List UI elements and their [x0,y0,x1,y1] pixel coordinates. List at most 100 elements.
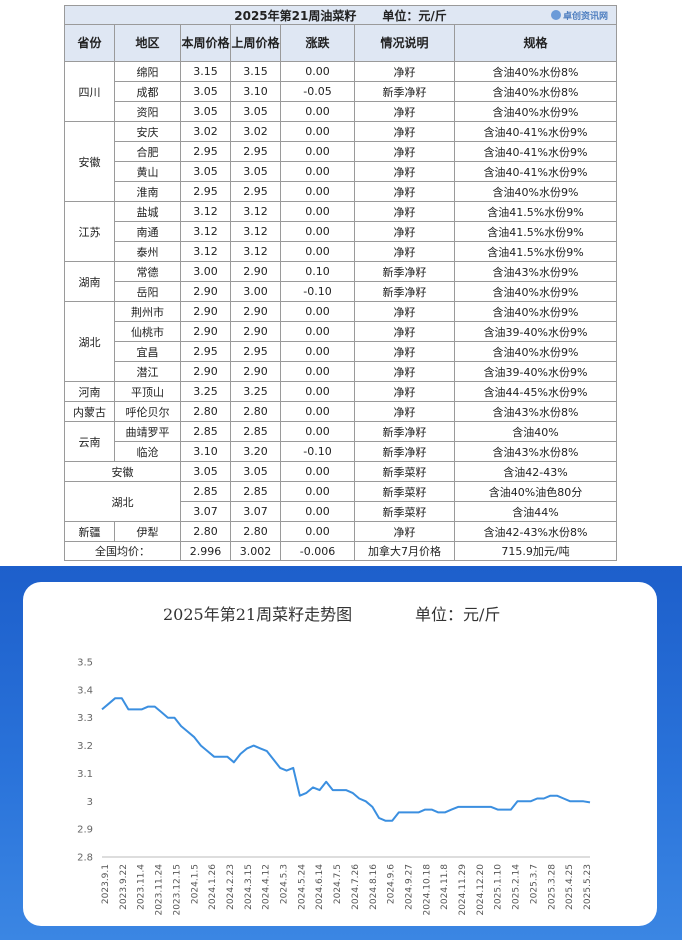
series-layer [101,697,591,822]
table-row: 仙桃市 2.90 2.90 0.00 净籽 含油39-40%水份9% [65,321,617,342]
cell-this-week: 2.85 [180,481,231,502]
table-row: 云南 曲靖罗平 2.85 2.85 0.00 新季净籽 含油40% [64,421,617,462]
series-line [101,697,591,822]
cell-this-week: 2.90 [180,301,231,322]
cell-this-week: 3.02 [180,121,231,142]
cell-note: 新季净籽 [354,281,455,302]
cell-region: 盐城 [114,201,181,222]
cell-this-week: 2.95 [180,341,231,362]
x-tick-label: 2024.11.29 [458,864,468,916]
cell-note: 净籽 [354,121,455,142]
x-tick-label: 2024.2.23 [226,864,236,910]
cell-last-week: 3.05 [230,461,281,482]
cell-spec: 含油40-41%水份9% [454,121,617,142]
cell-last-week: 2.95 [230,141,281,162]
cell-last-week: 3.15 [230,61,281,82]
cell-region: 安庆 [114,121,181,142]
cell-change: 0.00 [280,181,355,202]
cell-change: -0.10 [280,441,355,462]
x-tick-label: 2024.4.12 [262,864,272,910]
y-tick-label: 3.4 [77,685,93,696]
cell-region: 仙桃市 [114,321,181,342]
cell-average-this-week: 2.996 [180,541,231,561]
x-tick-label: 2024.9.27 [404,864,414,910]
cell-note: 净籽 [354,241,455,262]
cell-change: -0.10 [280,281,355,302]
cell-province: 云南 [64,421,115,462]
x-tick-label: 2024.5.3 [280,864,290,904]
cell-spec: 含油44% [454,501,617,522]
x-tick-label: 2024.8.16 [369,864,379,910]
cell-this-week: 3.15 [180,61,231,82]
cell-last-week: 2.95 [230,181,281,202]
cell-spec: 含油43%水份8% [454,401,617,422]
cell-note: 新季菜籽 [354,501,455,522]
cell-last-week: 3.10 [230,81,281,102]
x-tick-label: 2024.7.5 [333,864,343,904]
cell-last-week: 2.90 [230,261,281,282]
cell-this-week: 2.85 [180,421,231,442]
table-row: 3.07 3.07 0.00 新季菜籽 含油44% [65,501,617,522]
cell-spec: 含油40%水份9% [454,281,617,302]
chart-title: 2025年第21周菜籽走势图 [163,605,352,624]
cell-change: 0.00 [280,481,355,502]
cell-this-week: 2.90 [180,361,231,382]
cell-this-week: 2.80 [180,521,231,542]
cell-last-week: 3.05 [230,161,281,182]
cell-this-week: 3.00 [180,261,231,282]
cell-spec: 含油40%水份9% [454,341,617,362]
chart-background: 2025年第21周菜籽走势图 单位：元/斤 2.8 2.9 3 3.1 3.2 3.3 3.… [0,566,682,940]
table-title: 2025年第21周油菜籽 [234,8,357,23]
cell-spec: 含油42-43% [454,461,617,482]
cell-region: 合肥 [114,141,181,162]
x-tick-label: 2025.2.14 [512,864,522,910]
x-tick-label: 2024.9.6 [387,864,397,904]
cell-this-week: 3.25 [180,381,231,402]
chart-card: 2025年第21周菜籽走势图 单位：元/斤 2.8 2.9 3 3.1 3.2 3.3 3.… [23,582,657,926]
cell-region: 黄山 [114,161,181,182]
y-tick-label: 3.5 [77,658,93,669]
cell-average-note: 加拿大7月价格 [354,541,455,561]
price-table: 2025年第21周油菜籽 单位：元/斤 卓创资讯网 省份 地区 本周价格 上周价格… [64,5,617,561]
cell-last-week: 3.25 [230,381,281,402]
cell-last-week: 3.12 [230,221,281,242]
table-row: 新疆 伊犁 2.80 2.80 0.00 净籽 含油42-43%水份8% [64,521,617,542]
cell-last-week: 3.05 [230,101,281,122]
x-tick-label: 2024.6.14 [315,864,325,910]
x-tick-label: 2025.3.28 [547,864,557,910]
cell-this-week: 3.12 [180,221,231,242]
cell-this-week: 2.80 [180,401,231,422]
cell-last-week: 3.07 [230,501,281,522]
cell-this-week: 2.90 [180,321,231,342]
cell-this-week: 3.10 [180,441,231,462]
cell-spec: 含油40% [454,421,617,442]
table-row: 泰州 3.12 3.12 0.00 净籽 含油41.5%水份9% [65,241,617,262]
cell-region: 曲靖罗平 [114,421,181,442]
cell-note: 净籽 [354,161,455,182]
y-tick-label: 2.9 [77,825,93,836]
cell-region: 泰州 [114,241,181,262]
x-tick-label: 2024.10.18 [422,864,432,916]
cell-change: 0.00 [280,461,355,482]
cell-province: 江苏 [64,201,115,262]
cell-last-week: 2.90 [230,301,281,322]
average-row: 全国均价： 2.996 3.002 -0.006 加拿大7月价格 715.9加元/吨 [64,541,617,561]
cell-change: 0.00 [280,381,355,402]
x-axis: 2023.9.1 2023.9.22 2023.11.4 2023.11.24 2023… [101,864,593,916]
cell-last-week: 2.80 [230,401,281,422]
x-tick-label: 2023.11.24 [155,864,165,916]
table-row: 黄山 3.05 3.05 0.00 净籽 含油40-41%水份9% [65,161,617,182]
table-title-row: 2025年第21周油菜籽 单位：元/斤 卓创资讯网 [64,5,617,25]
cell-spec: 含油43%水份9% [454,261,617,282]
x-tick-label: 2024.11.8 [440,864,450,910]
x-tick-label: 2025.4.25 [565,864,575,910]
cell-last-week: 3.02 [230,121,281,142]
cell-region: 资阳 [114,101,181,122]
cell-province: 安徽 [64,461,181,482]
y-axis: 2.8 2.9 3 3.1 3.2 3.3 3.4 3.5 [77,658,93,864]
x-tick-label: 2025.1.10 [494,864,504,910]
header-province: 省份 [64,24,115,62]
cell-last-week: 3.12 [230,201,281,222]
table-row: 宜昌 2.95 2.95 0.00 净籽 含油40%水份9% [65,341,617,362]
cell-note: 新季菜籽 [354,481,455,502]
